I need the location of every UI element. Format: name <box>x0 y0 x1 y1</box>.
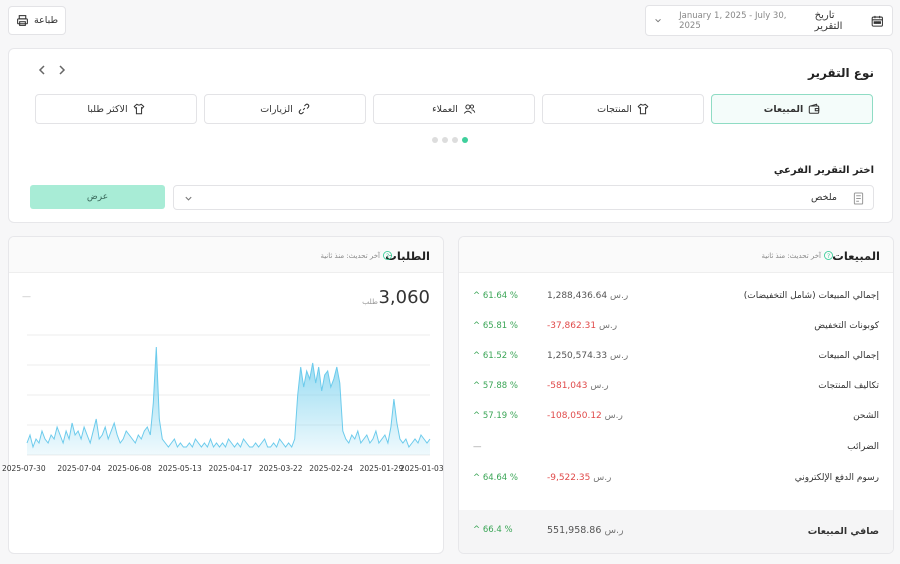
submit-label: عرض <box>86 192 109 202</box>
report-date-label: تاريخ التقرير <box>814 9 843 32</box>
orders-series-line <box>26 346 431 449</box>
orders-dash: — <box>22 292 31 302</box>
orders-unit: طلب <box>362 297 378 306</box>
submit-button[interactable]: عرض <box>30 185 165 209</box>
x-tick-label: 2025-02-24 <box>309 464 353 473</box>
arrow-up-icon: ^ <box>473 351 481 361</box>
print-label: طباعة <box>33 15 59 26</box>
x-tick-label: 2025-01-29 <box>359 464 404 473</box>
arrow-up-icon: ^ <box>473 321 481 331</box>
sales-row: تكاليف المنتجات -581,043 ر.س ^ 57.88 % <box>473 381 879 391</box>
sales-card: المبيعات ? آخر تحديث: منذ ثانية إجمالي ا… <box>458 236 894 554</box>
tab-label: المبيعات <box>763 103 804 115</box>
pagination-dot-active[interactable] <box>462 137 468 143</box>
document-icon <box>853 192 864 205</box>
sub-report-select[interactable]: ملخص <box>173 185 874 210</box>
tab-label: المنتجات <box>597 103 632 115</box>
tab-sales[interactable]: المبيعات <box>711 94 873 124</box>
tab-label: الزيارات <box>260 103 293 115</box>
arrow-up-icon: ^ <box>473 525 481 535</box>
pagination-dot[interactable] <box>452 137 458 143</box>
chevron-down-icon <box>655 18 661 23</box>
pagination-dot[interactable] <box>442 137 448 143</box>
sales-row: إجمالي المبيعات (شامل التخفيضات) 1,288,4… <box>473 291 879 301</box>
sub-report-label: اختر التقرير الفرعي <box>773 165 874 176</box>
arrow-up-icon: ^ <box>473 411 481 421</box>
chevron-right-icon <box>59 65 66 75</box>
sales-row: الضرائب — <box>473 442 879 452</box>
help-icon[interactable]: ? <box>383 251 392 260</box>
sales-updated: آخر تحديث: منذ ثانية <box>761 252 821 260</box>
svg-text:?: ? <box>827 253 830 260</box>
sales-row: إجمالي المبيعات 1,250,574.33 ر.س ^ 61.52… <box>473 351 879 361</box>
x-tick-label: 2025-07-30 <box>2 464 46 473</box>
pagination-dots <box>432 137 468 143</box>
report-type-card: نوع التقرير اختر التقرير الفرعي ملخص عرض <box>8 48 893 223</box>
x-tick-label: 2025-06-08 <box>107 464 152 473</box>
orders-title: الطلبات <box>385 249 430 263</box>
sales-row: كوبونات التخفيض -37,862.31 ر.س ^ 65.81 % <box>473 321 879 331</box>
tab-visits[interactable]: الزيارات <box>204 94 366 124</box>
orders-area <box>27 347 430 455</box>
sub-report-value: ملخص <box>810 192 837 203</box>
tab-most-ordered[interactable]: الاكثر طلبا <box>35 94 197 124</box>
shirt-icon <box>133 103 145 115</box>
shirt-icon <box>637 103 649 115</box>
tab-label: العملاء <box>432 103 458 115</box>
orders-header: الطلبات ? آخر تحديث: منذ ثانية <box>9 237 443 273</box>
date-range-picker[interactable]: January 1, 2025 - July 30, 2025 تاريخ ال… <box>645 5 893 36</box>
x-tick-label: 2025-01-03 <box>400 464 444 473</box>
link-icon <box>298 103 310 115</box>
calendar-icon <box>872 15 884 27</box>
print-button[interactable]: طباعة <box>8 6 66 35</box>
sales-title: المبيعات <box>832 249 880 263</box>
chevron-left-icon <box>38 65 45 75</box>
users-icon <box>463 104 476 114</box>
sales-row: الشحن -108,050.12 ر.س ^ 57.19 % <box>473 411 879 421</box>
svg-text:?: ? <box>386 253 389 260</box>
wallet-icon <box>808 103 820 114</box>
x-tick-label: 2025-04-17 <box>208 464 253 473</box>
x-tick-label: 2025-07-04 <box>57 464 101 473</box>
sales-header: المبيعات ? آخر تحديث: منذ ثانية <box>459 237 893 273</box>
date-range-value: January 1, 2025 - July 30, 2025 <box>679 10 787 31</box>
x-tick-label: 2025-05-13 <box>158 464 202 473</box>
chevron-down-icon <box>185 196 192 201</box>
next-arrow[interactable] <box>57 64 67 76</box>
tab-label: الاكثر طلبا <box>87 103 128 115</box>
arrow-up-icon: ^ <box>473 381 481 391</box>
orders-total: 3,060 <box>378 287 430 308</box>
arrow-up-icon: ^ <box>473 291 481 301</box>
printer-icon <box>17 15 28 26</box>
x-tick-label: 2025-03-22 <box>258 464 303 473</box>
orders-updated: آخر تحديث: منذ ثانية <box>320 252 380 260</box>
sales-net-row: صافي المبيعات 551,958.86 ر.س ^ 66.4 % <box>459 510 893 553</box>
tab-products[interactable]: المنتجات <box>542 94 704 124</box>
help-icon[interactable]: ? <box>824 251 833 260</box>
pagination-dot[interactable] <box>432 137 438 143</box>
report-type-title: نوع التقرير <box>808 66 874 80</box>
sales-row: رسوم الدفع الإلكتروني -9,522.35 ر.س ^ 64… <box>473 473 879 483</box>
arrow-up-icon: ^ <box>473 473 481 483</box>
prev-arrow[interactable] <box>37 64 47 76</box>
tab-customers[interactable]: العملاء <box>373 94 535 124</box>
